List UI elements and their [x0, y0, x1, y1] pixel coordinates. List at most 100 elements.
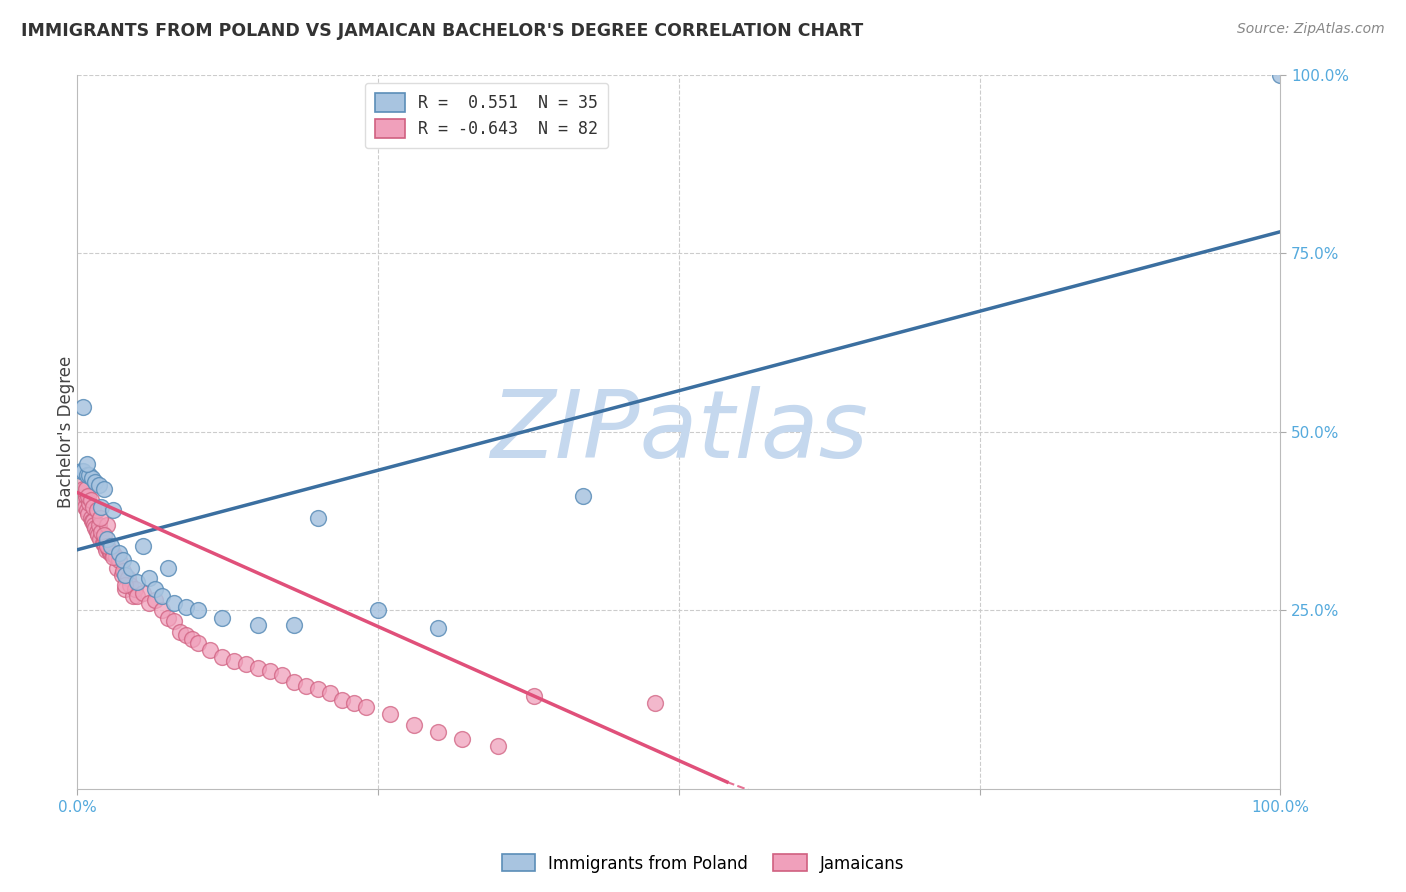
Point: [138, 596, 160, 610]
Point: [127, 589, 149, 603]
Point: [79, 492, 101, 507]
Point: [108, 553, 131, 567]
Point: [72, 496, 94, 510]
Point: [98, 546, 121, 560]
Point: [89, 510, 111, 524]
Point: [103, 546, 125, 560]
Point: [75, 482, 97, 496]
Point: [235, 657, 257, 671]
Point: [96, 517, 118, 532]
Text: IMMIGRANTS FROM POLAND VS JAMAICAN BACHELOR'S DEGREE CORRELATION CHART: IMMIGRANTS FROM POLAND VS JAMAICAN BACHE…: [21, 22, 863, 40]
Point: [93, 528, 115, 542]
Point: [76, 457, 98, 471]
Point: [169, 624, 191, 639]
Point: [111, 567, 134, 582]
Point: [138, 571, 160, 585]
Point: [89, 532, 111, 546]
Point: [121, 589, 143, 603]
Point: [150, 603, 173, 617]
Point: [87, 517, 110, 532]
Point: [103, 549, 125, 564]
Point: [82, 500, 104, 514]
Point: [79, 496, 101, 510]
Point: [79, 467, 101, 482]
Point: [354, 700, 377, 714]
Point: [96, 539, 118, 553]
Point: [343, 697, 366, 711]
Point: [162, 596, 184, 610]
Point: [90, 524, 112, 539]
Point: [93, 535, 115, 549]
Point: [156, 560, 179, 574]
Point: [104, 549, 127, 564]
Point: [96, 532, 118, 546]
Point: [132, 539, 155, 553]
Point: [108, 546, 131, 560]
Point: [117, 571, 139, 585]
Point: [132, 585, 155, 599]
Point: [145, 582, 167, 596]
Point: [77, 489, 100, 503]
Point: [80, 514, 103, 528]
Point: [72, 464, 94, 478]
Point: [100, 539, 122, 553]
Point: [114, 582, 136, 596]
Point: [156, 610, 179, 624]
Point: [644, 697, 666, 711]
Point: [73, 500, 96, 514]
Point: [174, 599, 197, 614]
Point: [378, 707, 401, 722]
Point: [114, 578, 136, 592]
Point: [86, 503, 108, 517]
Point: [84, 521, 107, 535]
Point: [93, 482, 115, 496]
Point: [307, 510, 329, 524]
Point: [70, 475, 93, 489]
Point: [87, 478, 110, 492]
Point: [246, 660, 269, 674]
Point: [96, 542, 118, 557]
Point: [367, 603, 389, 617]
Point: [246, 617, 269, 632]
Y-axis label: Bachelor's Degree: Bachelor's Degree: [58, 356, 75, 508]
Point: [124, 582, 146, 596]
Point: [187, 603, 209, 617]
Point: [307, 682, 329, 697]
Point: [105, 560, 128, 574]
Point: [187, 635, 209, 649]
Point: [145, 592, 167, 607]
Point: [90, 500, 112, 514]
Point: [211, 610, 233, 624]
Point: [150, 589, 173, 603]
Point: [83, 517, 105, 532]
Point: [72, 400, 94, 414]
Point: [451, 732, 474, 747]
Point: [70, 492, 93, 507]
Point: [120, 578, 142, 592]
Point: [283, 617, 305, 632]
Point: [76, 467, 98, 482]
Point: [571, 489, 593, 503]
Point: [77, 507, 100, 521]
Point: [523, 690, 546, 704]
Point: [319, 686, 342, 700]
Point: [1270, 68, 1292, 82]
Point: [76, 503, 98, 517]
Point: [120, 560, 142, 574]
Point: [486, 739, 509, 754]
Point: [427, 725, 450, 739]
Point: [295, 679, 318, 693]
Point: [283, 675, 305, 690]
Point: [79, 510, 101, 524]
Point: [86, 524, 108, 539]
Point: [72, 482, 94, 496]
Point: [270, 668, 292, 682]
Point: [69, 485, 91, 500]
Point: [162, 614, 184, 628]
Point: [174, 628, 197, 642]
Text: Source: ZipAtlas.com: Source: ZipAtlas.com: [1237, 22, 1385, 37]
Point: [180, 632, 202, 646]
Point: [330, 693, 353, 707]
Point: [94, 539, 117, 553]
Point: [111, 564, 134, 578]
